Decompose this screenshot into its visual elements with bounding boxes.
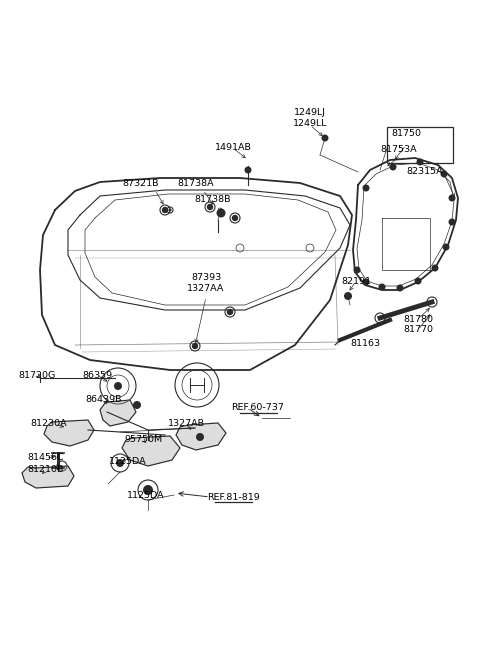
Circle shape (448, 195, 456, 202)
Circle shape (362, 185, 370, 191)
Text: REF.81-819: REF.81-819 (206, 493, 259, 502)
Text: 1491AB: 1491AB (215, 143, 252, 153)
Circle shape (207, 204, 213, 210)
Circle shape (417, 159, 423, 166)
Circle shape (196, 433, 204, 441)
Text: 82191: 82191 (341, 276, 371, 286)
Circle shape (232, 215, 238, 221)
Text: 81738A: 81738A (178, 179, 214, 187)
Text: 95750M: 95750M (124, 436, 162, 445)
Circle shape (353, 267, 360, 274)
Text: 1125DA: 1125DA (127, 491, 165, 500)
Circle shape (389, 164, 396, 170)
Text: 1249LJ
1249LL: 1249LJ 1249LL (293, 108, 327, 128)
Circle shape (143, 485, 153, 495)
Circle shape (322, 134, 328, 141)
Text: 81738B: 81738B (195, 195, 231, 204)
Circle shape (116, 459, 124, 467)
Circle shape (415, 278, 421, 284)
Text: 87321B: 87321B (123, 179, 159, 187)
Circle shape (228, 310, 232, 314)
Circle shape (114, 382, 122, 390)
Polygon shape (122, 436, 180, 466)
Circle shape (216, 208, 226, 217)
Text: 81210B: 81210B (28, 466, 64, 474)
Circle shape (192, 343, 197, 348)
Text: 1125DA: 1125DA (109, 457, 147, 466)
Circle shape (379, 284, 385, 291)
Text: 87393
1327AA: 87393 1327AA (187, 273, 225, 293)
Circle shape (432, 265, 439, 272)
Text: 86439B: 86439B (86, 394, 122, 403)
Circle shape (362, 278, 370, 286)
Text: 81750: 81750 (391, 128, 421, 138)
Circle shape (443, 244, 449, 250)
Circle shape (244, 166, 252, 174)
Circle shape (441, 170, 447, 178)
Polygon shape (100, 400, 136, 426)
Polygon shape (44, 420, 94, 446)
Text: REF.60-737: REF.60-737 (231, 403, 285, 413)
Text: 81163: 81163 (350, 339, 380, 348)
Text: 86359: 86359 (82, 371, 112, 379)
Circle shape (396, 284, 404, 291)
Text: 81230A: 81230A (31, 419, 67, 428)
Text: 1327AB: 1327AB (168, 419, 204, 428)
Text: 81753A: 81753A (381, 145, 417, 155)
Circle shape (163, 208, 168, 212)
Text: 81780: 81780 (403, 314, 433, 324)
Circle shape (448, 219, 456, 225)
Text: 81456C: 81456C (28, 453, 64, 462)
Text: 81770: 81770 (403, 326, 433, 335)
Circle shape (344, 292, 352, 300)
Circle shape (168, 208, 171, 212)
Polygon shape (22, 466, 74, 488)
Text: 82315A: 82315A (407, 168, 443, 176)
Polygon shape (176, 423, 226, 450)
Circle shape (133, 401, 141, 409)
Text: 81720G: 81720G (18, 371, 56, 379)
